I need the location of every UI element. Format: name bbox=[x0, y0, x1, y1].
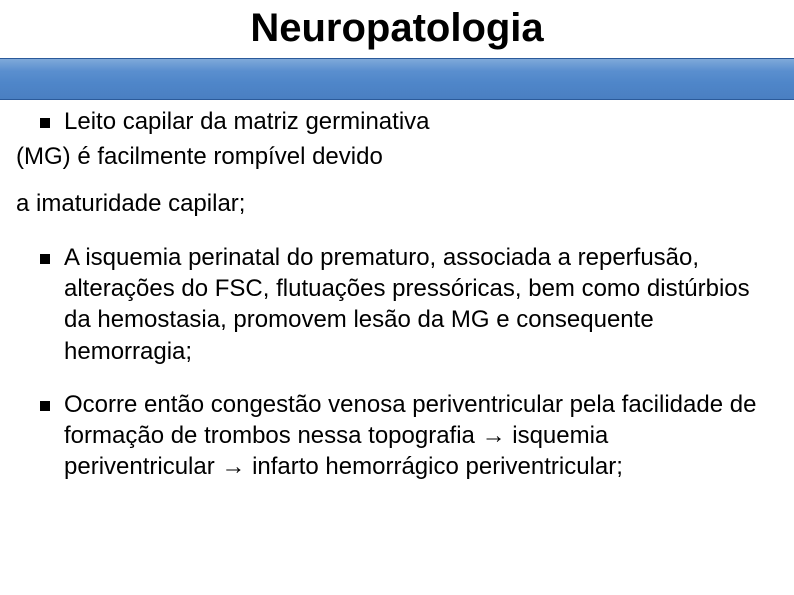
bullet-item-1: Leito capilar da matriz germinativa bbox=[36, 106, 758, 137]
bullet-item-3: Ocorre então congestão venosa periventri… bbox=[36, 389, 758, 483]
bullet-item-2: A isquemia perinatal do prematuro, assoc… bbox=[36, 242, 758, 367]
square-bullet-icon bbox=[40, 254, 50, 264]
bullet-1-line2: (MG) é facilmente rompível devido bbox=[16, 141, 758, 173]
bullet-1-line3: a imaturidade capilar; bbox=[16, 188, 758, 220]
bullet-2-text: A isquemia perinatal do prematuro, assoc… bbox=[64, 242, 758, 367]
slide-title: Neuropatologia bbox=[0, 6, 794, 50]
title-container: Neuropatologia bbox=[0, 6, 794, 50]
slide-body: Leito capilar da matriz germinativa (MG)… bbox=[0, 100, 794, 492]
square-bullet-icon bbox=[40, 401, 50, 411]
square-bullet-icon bbox=[40, 118, 50, 128]
bullet-3-text: Ocorre então congestão venosa periventri… bbox=[64, 389, 758, 483]
title-band-background bbox=[0, 58, 794, 100]
bullet-1-line1: Leito capilar da matriz germinativa bbox=[64, 106, 430, 137]
